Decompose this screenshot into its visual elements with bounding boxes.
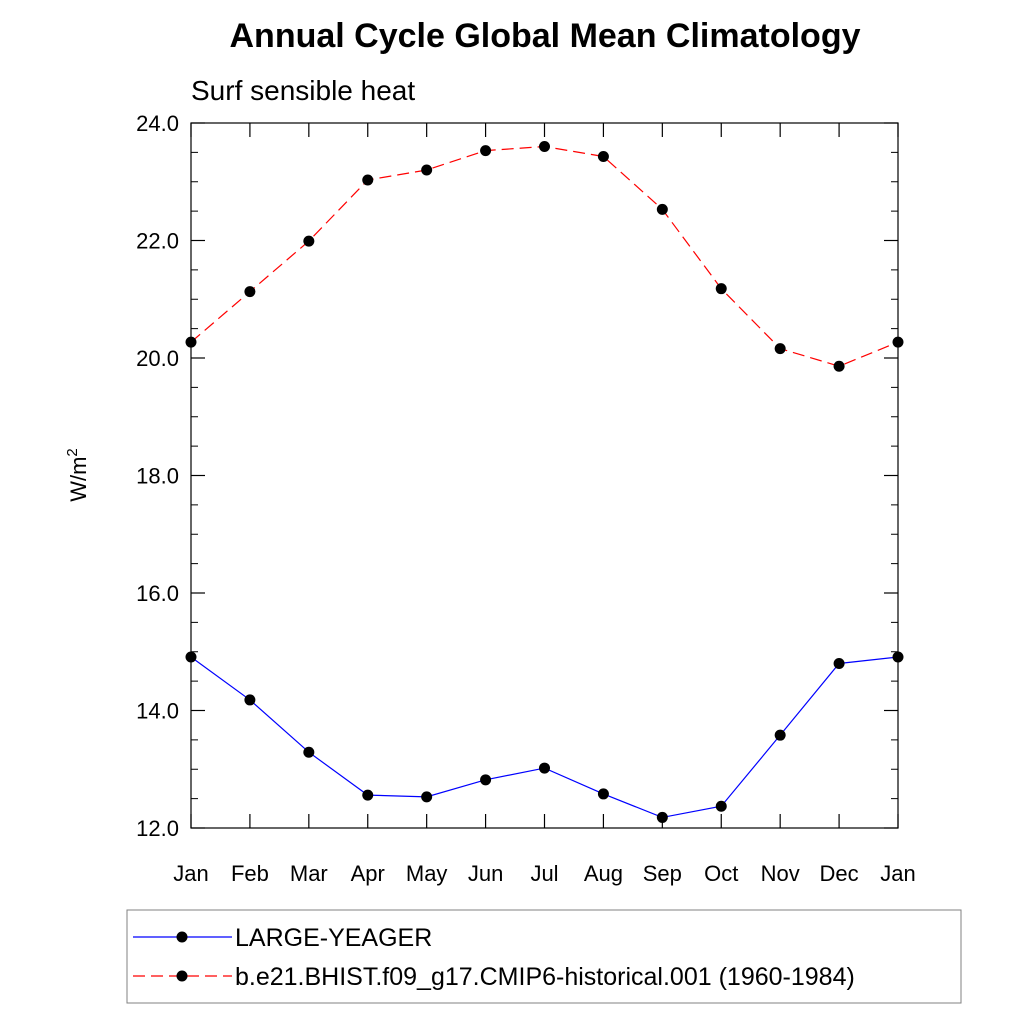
data-point (656, 811, 668, 823)
data-point (244, 286, 256, 298)
chart-subtitle: Surf sensible heat (191, 75, 415, 106)
x-tick-label: Jun (468, 861, 503, 886)
data-point (362, 174, 374, 186)
x-tick-label: Apr (351, 861, 385, 886)
series-2 (185, 141, 904, 372)
data-point (421, 164, 433, 176)
x-tick-label: May (406, 861, 448, 886)
x-tick-label: Jan (880, 861, 915, 886)
y-tick-label: 18.0 (136, 464, 179, 489)
chart-title: Annual Cycle Global Mean Climatology (230, 17, 861, 55)
y-axis-label: W/m (66, 457, 91, 502)
data-point (539, 762, 550, 774)
legend-label: b.e21.BHIST.f09_g17.CMIP6-historical.001… (235, 963, 855, 991)
x-tick-label: Aug (584, 861, 623, 886)
plot-frame (190, 122, 899, 829)
axis-ticks: 12.0 14.0 16.0 18.0 20.0 22.0 24.0 Jan Feb Mar Apr… (136, 111, 916, 886)
legend-item-1: LARGE-YEAGER (133, 924, 432, 952)
data-point (303, 235, 315, 247)
y-tick-label: 24.0 (136, 111, 179, 136)
y-axis-title: W/m2 (64, 448, 91, 502)
svg-text:W/m2: W/m2 (64, 448, 91, 502)
data-point (303, 746, 315, 758)
legend-marker (176, 970, 188, 982)
data-point (597, 150, 609, 162)
x-tick-label: Sep (643, 861, 682, 886)
x-tick-label: Oct (704, 861, 738, 886)
y-tick-label: 16.0 (136, 581, 179, 606)
data-point (480, 145, 492, 157)
series-1 (185, 651, 904, 823)
x-tick-label: Dec (820, 861, 859, 886)
y-tick-label: 20.0 (136, 346, 179, 371)
data-point (539, 141, 550, 152)
data-point (774, 729, 786, 741)
x-tick-label: Jul (530, 861, 558, 886)
y-tick-label: 12.0 (136, 816, 179, 841)
data-point (480, 774, 492, 786)
data-point (597, 788, 609, 800)
data-point (774, 343, 786, 355)
data-point (656, 203, 668, 215)
x-tick-label: Nov (761, 861, 800, 886)
y-tick-label: 14.0 (136, 699, 179, 724)
legend-box (126, 909, 962, 1004)
data-point (421, 791, 433, 803)
data-point (833, 658, 845, 669)
x-tick-label: Mar (290, 861, 328, 886)
x-tick-label: Feb (231, 861, 269, 886)
legend: LARGE-YEAGER b.e21.BHIST.f09_g17.CMIP6-hi… (126, 909, 962, 1004)
data-point (244, 694, 256, 706)
x-tick-label: Jan (173, 861, 208, 886)
legend-marker (176, 931, 188, 943)
data-point (833, 360, 845, 372)
legend-label: LARGE-YEAGER (235, 924, 432, 952)
y-tick-label: 22.0 (136, 229, 179, 254)
series-line (190, 656, 899, 819)
series-group (185, 141, 904, 823)
legend-item-2: b.e21.BHIST.f09_g17.CMIP6-historical.001… (133, 963, 855, 991)
series-line (190, 145, 899, 367)
data-point (362, 789, 374, 801)
y-axis-label-superscript: 2 (64, 448, 81, 456)
data-point (715, 283, 727, 295)
data-point (715, 800, 727, 812)
